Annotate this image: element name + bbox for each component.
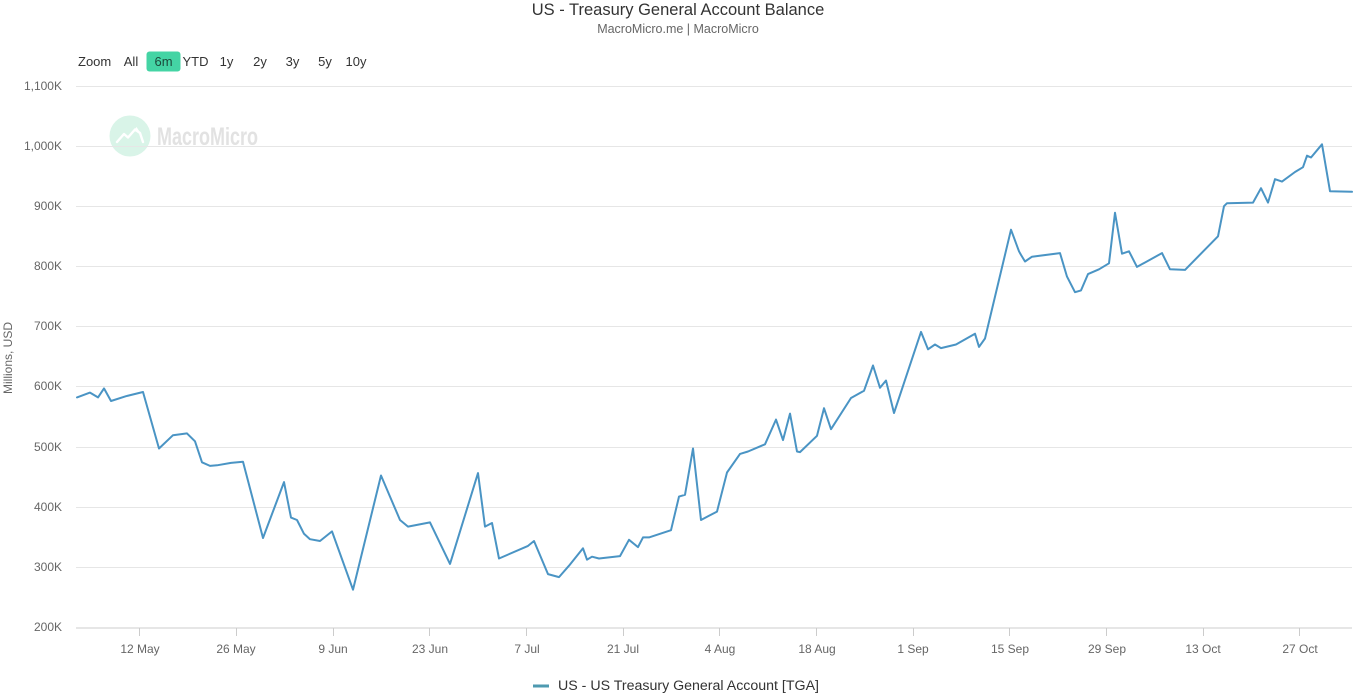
svg-text:400K: 400K — [34, 500, 62, 514]
svg-text:MacroMicro.me | MacroMicro: MacroMicro.me | MacroMicro — [597, 22, 759, 36]
svg-text:Millions, USD: Millions, USD — [1, 322, 15, 394]
svg-text:2y: 2y — [253, 54, 267, 69]
svg-text:21 Jul: 21 Jul — [607, 642, 639, 656]
svg-text:US - Treasury General Account: US - Treasury General Account Balance — [532, 1, 825, 19]
svg-text:23 Jun: 23 Jun — [412, 642, 448, 656]
svg-text:5y: 5y — [318, 54, 332, 69]
svg-text:900K: 900K — [34, 199, 62, 213]
svg-text:15 Sep: 15 Sep — [991, 642, 1029, 656]
svg-text:6m: 6m — [154, 54, 172, 69]
svg-text:1 Sep: 1 Sep — [897, 642, 929, 656]
svg-text:7 Jul: 7 Jul — [514, 642, 539, 656]
svg-text:13 Oct: 13 Oct — [1185, 642, 1221, 656]
svg-text:1,100K: 1,100K — [24, 79, 62, 93]
svg-text:18 Aug: 18 Aug — [798, 642, 835, 656]
svg-text:800K: 800K — [34, 259, 62, 273]
svg-text:US - US Treasury General Accou: US - US Treasury General Account [TGA] — [558, 678, 819, 694]
svg-text:29 Sep: 29 Sep — [1088, 642, 1126, 656]
svg-text:600K: 600K — [34, 379, 62, 393]
svg-text:4 Aug: 4 Aug — [705, 642, 736, 656]
svg-text:MacroMicro: MacroMicro — [157, 122, 258, 151]
svg-text:YTD: YTD — [183, 54, 209, 69]
svg-text:200K: 200K — [34, 620, 62, 634]
svg-text:1y: 1y — [220, 54, 234, 69]
svg-text:3y: 3y — [286, 54, 300, 69]
svg-text:Zoom: Zoom — [78, 54, 111, 69]
svg-text:9 Jun: 9 Jun — [318, 642, 347, 656]
svg-text:1,000K: 1,000K — [24, 139, 62, 153]
svg-text:500K: 500K — [34, 440, 62, 454]
svg-text:300K: 300K — [34, 560, 62, 574]
svg-text:12 May: 12 May — [120, 642, 159, 656]
svg-text:26 May: 26 May — [216, 642, 255, 656]
svg-text:10y: 10y — [346, 54, 367, 69]
svg-text:27 Oct: 27 Oct — [1282, 642, 1318, 656]
svg-text:700K: 700K — [34, 319, 62, 333]
svg-text:All: All — [124, 54, 139, 69]
